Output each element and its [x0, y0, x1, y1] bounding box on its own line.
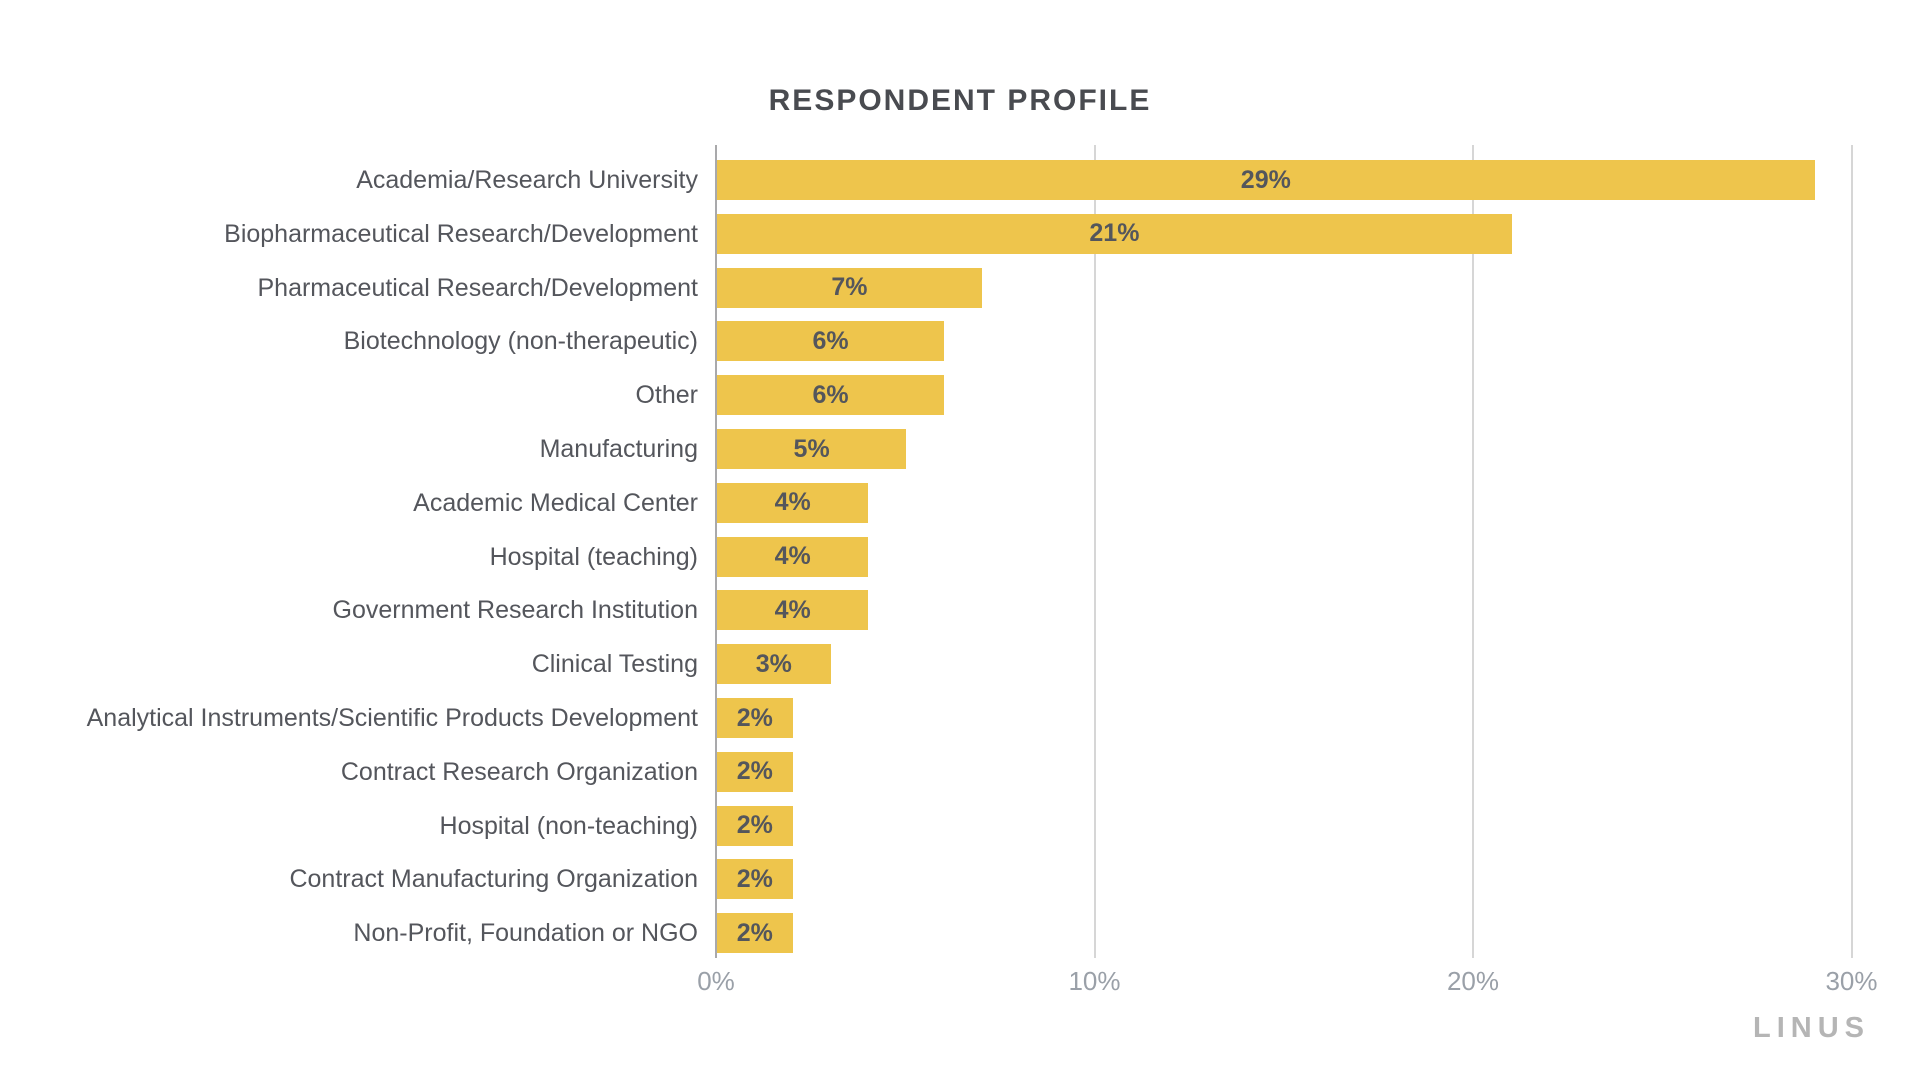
- gridline-30: [1850, 145, 1853, 958]
- category-label: Biotechnology (non-therapeutic): [343, 327, 698, 356]
- gridline-20: [1472, 145, 1474, 958]
- gridline-10: [1093, 145, 1096, 958]
- category-label: Other: [635, 381, 698, 410]
- bar: 4%: [717, 536, 869, 577]
- bar-value-label: 6%: [812, 326, 849, 355]
- bar-value-label: 4%: [774, 595, 811, 624]
- bar: 5%: [717, 429, 907, 469]
- category-label: Contract Research Organization: [340, 757, 698, 786]
- bar: 29%: [717, 160, 1815, 200]
- bar-value-label: 4%: [774, 488, 811, 517]
- x-tick-label: 20%: [1446, 966, 1500, 996]
- bar-value-label: 7%: [831, 273, 868, 302]
- bar-value-label: 3%: [755, 649, 792, 678]
- brand-logo: LINUS: [1753, 1012, 1870, 1044]
- bar-value-label: 2%: [736, 757, 773, 786]
- y-axis-line: [715, 145, 717, 958]
- bar-value-label: 2%: [736, 811, 773, 840]
- bar-value-label: 2%: [736, 918, 773, 947]
- chart-title: RESPONDENT PROFILE: [768, 84, 1152, 117]
- category-label: Manufacturing: [539, 435, 698, 463]
- category-label: Non-Profit, Foundation or NGO: [353, 919, 698, 948]
- bar: 3%: [717, 644, 831, 685]
- category-label: Hospital (teaching): [489, 542, 698, 571]
- category-label: Government Research Institution: [332, 596, 698, 625]
- category-label: Analytical Instruments/Scientific Produc…: [86, 704, 698, 732]
- bar: 2%: [717, 805, 793, 846]
- bar-value-label: 2%: [736, 703, 773, 732]
- x-tick-label: 0%: [697, 966, 735, 996]
- x-tick-label: 10%: [1068, 966, 1121, 996]
- bar: 4%: [717, 482, 869, 523]
- bar: 2%: [717, 859, 793, 900]
- category-label: Biopharmaceutical Research/Development: [224, 219, 698, 248]
- bar-value-label: 2%: [736, 864, 773, 893]
- x-tick-label: 30%: [1825, 966, 1878, 996]
- bar: 6%: [717, 375, 945, 416]
- category-label: Hospital (non-teaching): [439, 811, 698, 840]
- bar-value-label: 21%: [1089, 219, 1140, 248]
- bar-value-label: 4%: [774, 542, 811, 571]
- bar-value-label: 29%: [1240, 165, 1291, 194]
- category-label: Contract Manufacturing Organization: [289, 865, 698, 894]
- category-label: Academia/Research University: [356, 166, 698, 194]
- bar: 2%: [717, 751, 793, 792]
- bar: 2%: [717, 913, 793, 954]
- category-label: Pharmaceutical Research/Development: [257, 273, 699, 302]
- bar: 2%: [717, 698, 793, 738]
- category-label: Academic Medical Center: [413, 488, 698, 517]
- category-label: Clinical Testing: [531, 650, 698, 679]
- bar: 7%: [717, 267, 982, 308]
- bar-value-label: 5%: [793, 434, 830, 463]
- bar: 21%: [717, 213, 1512, 254]
- bar: 4%: [717, 590, 869, 631]
- bar: 6%: [717, 321, 945, 362]
- bar-value-label: 6%: [812, 380, 849, 409]
